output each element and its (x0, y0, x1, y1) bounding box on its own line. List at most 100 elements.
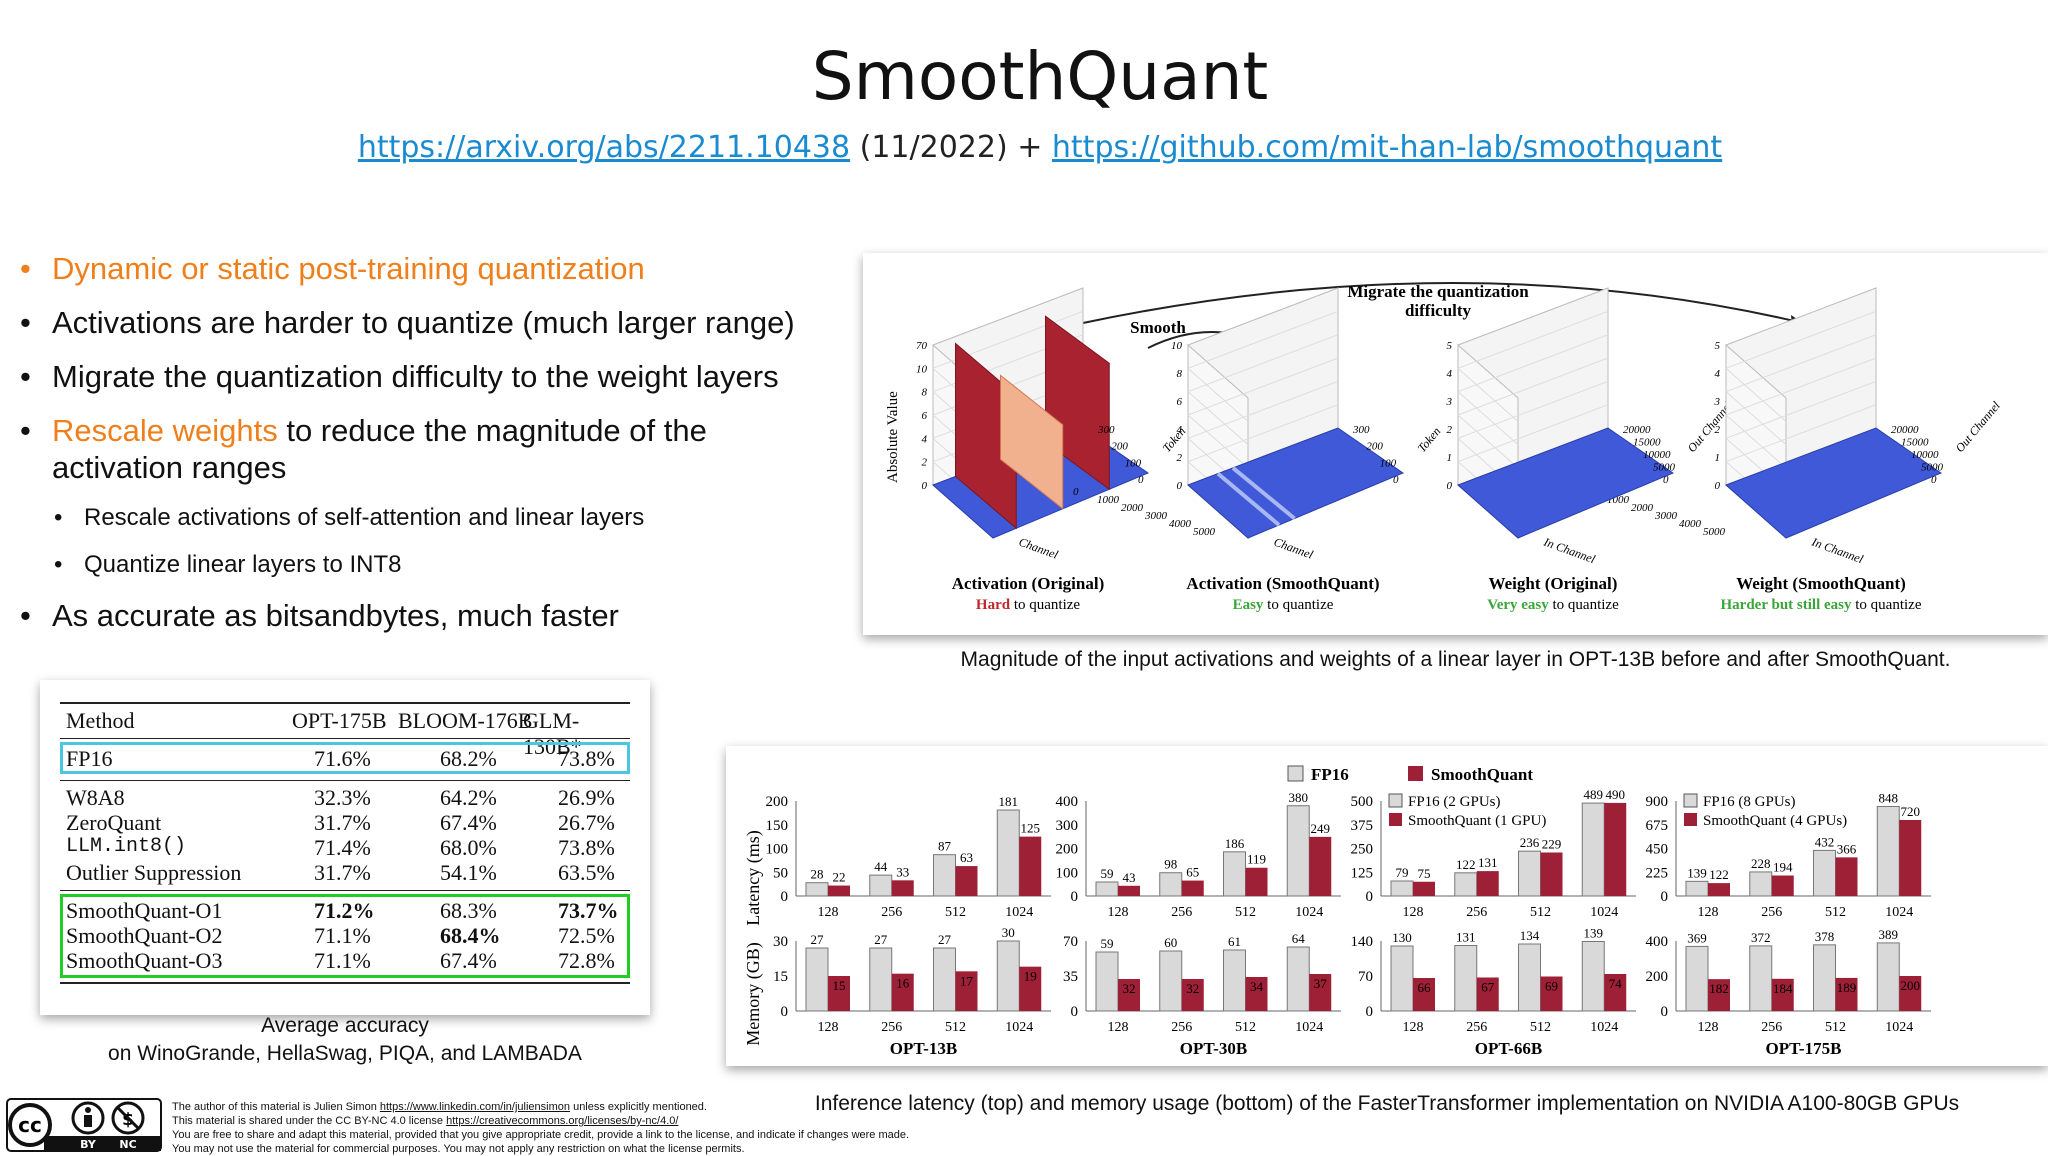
latency-bar-smoothquant (1541, 852, 1563, 896)
z-tick-label: 0 (1138, 474, 1144, 486)
latency-tick-label: 50 (773, 865, 788, 881)
memory-tick-label: 140 (1351, 934, 1374, 950)
license-link[interactable]: https://creativecommons.org/licenses/by-… (446, 1115, 678, 1127)
legend-fp16-label: FP16 (1311, 765, 1349, 784)
latency-value-smoothquant: 366 (1837, 841, 1857, 856)
latency-tick-label: 200 (1056, 842, 1079, 858)
x-tick-label: 5000 (1703, 526, 1726, 538)
subbullet-rescale-activations: Rescale activations of self-attention an… (20, 503, 840, 533)
cc-icon-text: cc (18, 1113, 42, 1137)
attribution-head (85, 1107, 91, 1113)
accuracy-caption: Average accuracy on WinoGrande, HellaSwa… (40, 1012, 650, 1068)
rescale-highlight: Rescale weights (52, 413, 278, 448)
memory-bar-fp16 (806, 948, 828, 1011)
memory-value-fp16: 64 (1292, 931, 1306, 946)
y-tick-label: 1 (1715, 452, 1721, 464)
author-link[interactable]: https://www.linkedin.com/in/juliensimon (380, 1101, 570, 1113)
license-line-1: The author of this material is Julien Si… (172, 1100, 909, 1114)
latency-tick-label: 100 (766, 842, 789, 858)
latency-value-smoothquant: 249 (1311, 821, 1331, 836)
difficulty-label: Very easy (1487, 597, 1549, 613)
subbullet-quantize-int8: Quantize linear layers to INT8 (20, 550, 840, 580)
license-line-3: You are free to share and adapt this mat… (172, 1128, 909, 1142)
badge-by: BY (80, 1138, 97, 1151)
memory-tick-label: 0 (1071, 1004, 1079, 1020)
memory-bar-fp16 (1519, 944, 1541, 1011)
latency-value-smoothquant: 63 (960, 850, 973, 865)
memory-value-smoothquant: 34 (1250, 979, 1264, 994)
latency-bar-fp16 (1287, 806, 1309, 896)
latency-memory-charts: Latency (ms) Memory (GB) FP16 SmoothQuan… (726, 746, 2048, 1066)
memory-tick-label: 0 (1661, 1004, 1669, 1020)
latency-value-fp16: 28 (811, 867, 824, 882)
smooth-label: Smooth (1130, 318, 1186, 337)
latency-category-label: 128 (1108, 905, 1129, 920)
quantize-suffix: to quantize (1852, 597, 1922, 613)
latency-value-fp16: 380 (1289, 790, 1309, 805)
latency-category-label: 512 (1235, 905, 1256, 920)
panel-quantize-note: Harder but still easy to quantize (1721, 597, 1922, 613)
table-header-rule (60, 738, 630, 739)
model-label: OPT-13B (890, 1039, 957, 1058)
memory-value-smoothquant: 19 (1024, 969, 1037, 984)
y-tick-label: 0 (1447, 480, 1453, 492)
table-row: SmoothQuant-O3 71.1% 67.4% 72.8% (62, 948, 622, 972)
x-axis-label: In Channel (1809, 534, 1866, 566)
github-link[interactable]: https://github.com/mit-han-lab/smoothqua… (1052, 130, 1722, 165)
latency-axis-label: Latency (ms) (743, 830, 764, 925)
table-row: Outlier Suppression 31.7% 54.1% 63.5% (62, 860, 622, 884)
memory-bar-fp16 (1750, 946, 1772, 1011)
memory-bar-fp16 (870, 948, 892, 1011)
latency-category-label: 1024 (1885, 905, 1913, 920)
arxiv-link[interactable]: https://arxiv.org/abs/2211.10438 (358, 130, 850, 165)
latency-tick-label: 300 (1056, 818, 1079, 834)
bullet-activations: Activations are harder to quantize (much… (20, 304, 840, 341)
latency-value-smoothquant: 490 (1606, 787, 1626, 802)
memory-value-fp16: 378 (1815, 929, 1835, 944)
memory-value-smoothquant: 184 (1773, 981, 1793, 996)
memory-category-label: 128 (1698, 1020, 1719, 1035)
latency-category-label: 512 (1825, 905, 1846, 920)
license-line-4: You may not use the material for commerc… (172, 1142, 909, 1156)
latency-memory-figure: Latency (ms) Memory (GB) FP16 SmoothQuan… (726, 746, 2048, 1066)
latency-bar-fp16 (1686, 881, 1708, 896)
memory-category-label: 1024 (1885, 1020, 1913, 1035)
latency-value-fp16: 139 (1687, 865, 1707, 880)
latency-bar-smoothquant (1477, 871, 1499, 896)
panel-quantize-note: Hard to quantize (976, 597, 1080, 613)
memory-value-fp16: 60 (1164, 935, 1177, 950)
attribution-body (84, 1115, 92, 1127)
y-tick-label: 2 (1715, 424, 1721, 436)
latency-bar-smoothquant (1604, 803, 1626, 896)
latency-category-label: 512 (945, 905, 966, 920)
z-tick-label: 100 (1125, 457, 1142, 469)
x-axis-label: Channel (1017, 535, 1061, 562)
memory-value-fp16: 372 (1751, 930, 1771, 945)
difficulty-label: Harder but still easy (1721, 597, 1852, 613)
memory-value-smoothquant: 17 (960, 973, 974, 988)
memory-category-label: 512 (1825, 1020, 1846, 1035)
y-tick-label: 70 (916, 340, 928, 352)
y-tick-label: 10 (916, 363, 928, 375)
y-tick-label: 4 (922, 433, 928, 445)
z-tick-label: 20000 (1891, 424, 1919, 436)
panel-title: Weight (Original) (1489, 574, 1618, 593)
latency-tick-label: 450 (1646, 842, 1669, 858)
y-tick-label: 2 (1177, 452, 1183, 464)
z-tick-label: 5000 (1653, 462, 1676, 474)
latency-value-smoothquant: 33 (896, 864, 909, 879)
memory-category-label: 512 (1530, 1020, 1551, 1035)
latency-category-label: 256 (881, 905, 902, 920)
x-tick-label: 4000 (1169, 518, 1192, 530)
latency-category-label: 1024 (1005, 905, 1033, 920)
magnitude-figure: Migrate the quantization difficulty Smoo… (863, 253, 2048, 635)
memory-value-fp16: 30 (1002, 925, 1015, 940)
cc-license-badge[interactable]: cc $ BY NC (6, 1098, 162, 1152)
memory-value-smoothquant: 200 (1901, 978, 1921, 993)
latency-value-fp16: 122 (1456, 857, 1476, 872)
memory-bar-fp16 (1224, 950, 1246, 1011)
memory-value-smoothquant: 189 (1837, 980, 1857, 995)
latency-category-label: 256 (1761, 905, 1782, 920)
table-row: W8A8 32.3% 64.2% 26.9% (62, 785, 622, 809)
memory-value-smoothquant: 15 (833, 978, 846, 993)
